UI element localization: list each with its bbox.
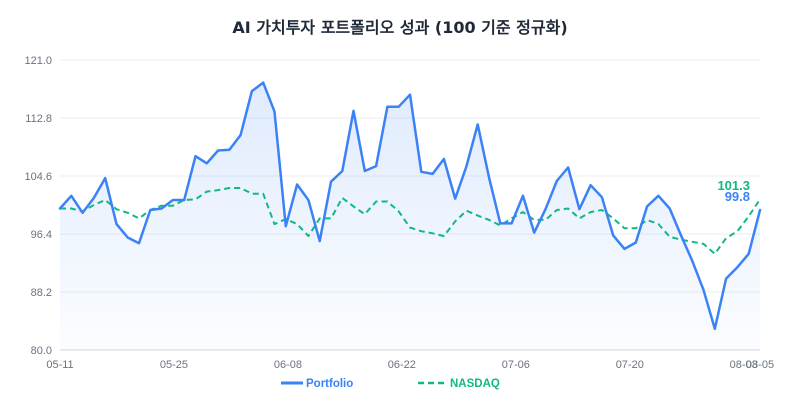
x-tick-label: 07-06 bbox=[502, 359, 530, 371]
y-tick-label: 88.2 bbox=[31, 287, 52, 299]
x-tick-label: 07-20 bbox=[616, 359, 644, 371]
portfolio-area bbox=[60, 82, 760, 350]
x-tick-label: 05-25 bbox=[160, 359, 188, 371]
series-line-portfolio bbox=[58, 81, 762, 331]
end-value-labels: 101.399.8 bbox=[717, 178, 750, 204]
nasdaq-end-label: 101.3 bbox=[717, 178, 750, 193]
y-tick-label: 121.0 bbox=[24, 55, 52, 67]
series-lines bbox=[58, 81, 762, 331]
y-tick-label: 96.4 bbox=[31, 229, 52, 241]
y-axis-ticks: 80.0 88.2 96.4 104.6 112.8 121.0 bbox=[24, 55, 52, 357]
x-tick-label: 06-08 bbox=[274, 359, 302, 371]
portfolio-end-label: 99.8 bbox=[725, 189, 750, 204]
y-tick-label: 80.0 bbox=[31, 345, 52, 357]
legend-label-nasdaq: NASDAQ bbox=[450, 378, 500, 390]
x-tick-label: 08-05 bbox=[746, 359, 774, 371]
portfolio-area-fill bbox=[60, 82, 760, 350]
x-tick-label: 06-22 bbox=[388, 359, 416, 371]
chart-title: AI 가치투자 포트폴리오 성과 (100 기준 정규화) bbox=[232, 18, 567, 37]
series-line-nasdaq bbox=[60, 187, 761, 255]
legend: Portfolio NASDAQ bbox=[281, 378, 500, 390]
y-tick-label: 104.6 bbox=[24, 171, 52, 183]
y-tick-label: 112.8 bbox=[25, 113, 52, 125]
x-tick-label: 05-11 bbox=[46, 359, 73, 371]
legend-label-portfolio: Portfolio bbox=[306, 378, 353, 390]
x-tick-label: 08-03 bbox=[730, 359, 758, 371]
